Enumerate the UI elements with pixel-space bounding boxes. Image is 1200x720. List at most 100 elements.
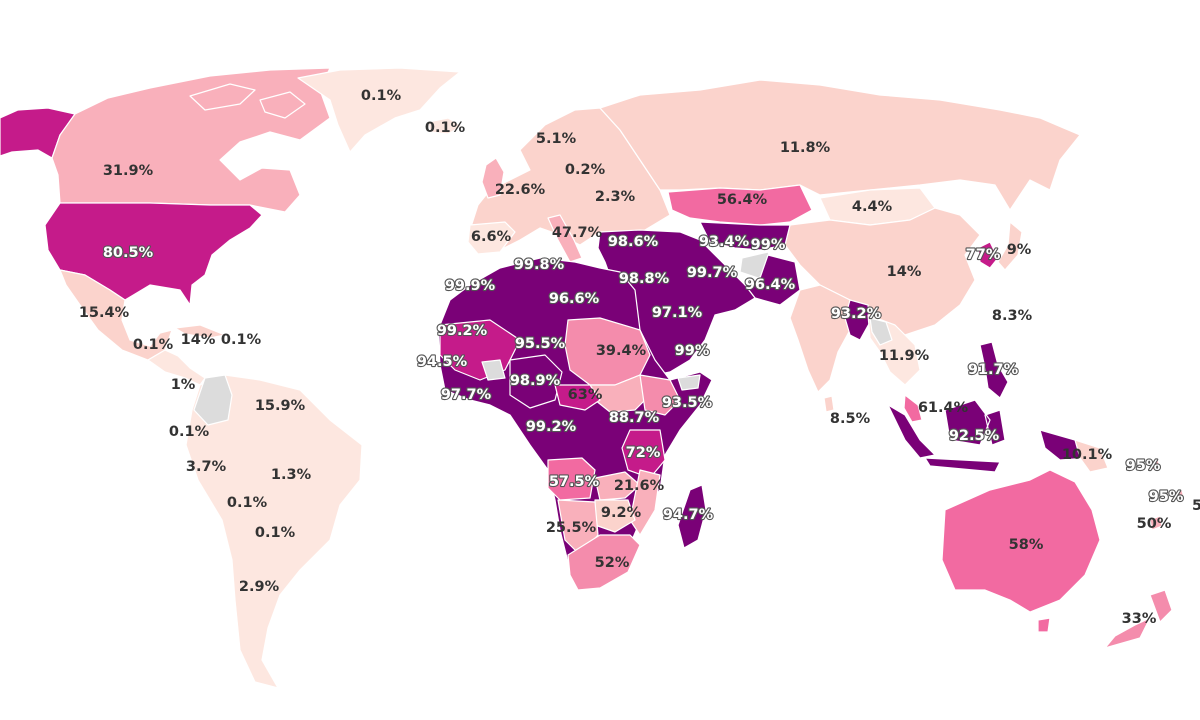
- region-uk[interactable]: [481, 157, 505, 199]
- value-label-afghanistan: 96.4%: [745, 277, 796, 293]
- value-label-mali: 99.2%: [437, 323, 488, 339]
- region-ethiopia[interactable]: [639, 374, 681, 416]
- region-somaliland-nodata[interactable]: [677, 374, 701, 391]
- value-label-japan: 9%: [1007, 242, 1032, 258]
- value-label-panama: 1%: [171, 377, 196, 393]
- value-label-colombia: 0.1%: [169, 424, 210, 440]
- value-label-argentina: 2.9%: [239, 579, 280, 595]
- region-sri-lanka[interactable]: [823, 395, 835, 413]
- value-label-saudi: 97.1%: [652, 305, 703, 321]
- region-new-zealand[interactable]: [1104, 589, 1173, 649]
- region-south-america[interactable]: [185, 374, 363, 689]
- region-korea[interactable]: [977, 241, 999, 269]
- value-label-peru: 3.7%: [186, 459, 227, 475]
- region-madagascar[interactable]: [677, 484, 707, 549]
- region-south-africa[interactable]: [567, 534, 641, 591]
- region-mexico[interactable]: [59, 269, 173, 361]
- value-label-guatemala: 0.1%: [133, 337, 174, 353]
- region-canada-islands[interactable]: [189, 83, 306, 119]
- value-label-angola: 57.5%: [549, 474, 600, 490]
- value-label-usa: 80.5%: [103, 245, 154, 261]
- region-central-asia[interactable]: [699, 221, 791, 251]
- region-greenland[interactable]: [297, 67, 461, 153]
- value-label-malaysia: 61.4%: [918, 400, 969, 416]
- value-label-spain: 6.6%: [471, 229, 512, 245]
- value-label-tajikistan: 99%: [751, 237, 786, 253]
- value-label-sweden: 5.1%: [536, 131, 577, 147]
- region-myanmar[interactable]: [844, 299, 871, 341]
- value-label-guyana: 15.9%: [255, 398, 306, 414]
- region-pakistan[interactable]: [744, 254, 801, 306]
- region-indonesia[interactable]: [887, 399, 1091, 473]
- value-label-italy: 47.7%: [552, 225, 603, 241]
- region-australia[interactable]: [941, 469, 1101, 613]
- value-label-turkmenistan: 93.4%: [699, 234, 750, 250]
- value-label-ghana: 97.7%: [441, 387, 492, 403]
- region-angola[interactable]: [547, 457, 596, 501]
- value-label-korea: 77%: [966, 247, 1001, 263]
- value-label-caribbean: 0.1%: [221, 332, 262, 348]
- region-india[interactable]: [789, 284, 861, 393]
- region-canada[interactable]: [51, 67, 331, 213]
- value-label-greenland: 0.1%: [361, 88, 402, 104]
- value-label-mongolia: 4.4%: [852, 199, 893, 215]
- region-zambia[interactable]: [594, 471, 641, 501]
- region-west-africa-nodata[interactable]: [481, 359, 506, 381]
- value-label-brazil: 1.3%: [271, 467, 312, 483]
- region-russia[interactable]: [599, 79, 1081, 211]
- value-label-myanmar: 93.2%: [831, 306, 882, 322]
- value-label-vanuatu: 95%: [1149, 489, 1184, 505]
- value-label-poland: 0.2%: [565, 162, 606, 178]
- value-label-canada: 31.9%: [103, 163, 154, 179]
- region-png[interactable]: [1074, 439, 1109, 473]
- region-malaysia[interactable]: [903, 394, 923, 423]
- value-label-newcaledonia: 50%: [1137, 516, 1172, 532]
- value-label-png: 10.1%: [1062, 447, 1113, 463]
- value-label-mexico: 15.4%: [79, 305, 130, 321]
- value-label-cuba: 14%: [181, 332, 216, 348]
- value-label-tonga: 5: [1192, 498, 1200, 514]
- value-label-ukraine: 2.3%: [595, 189, 636, 205]
- value-label-paraguay: 0.1%: [255, 525, 296, 541]
- region-china[interactable]: [784, 207, 981, 336]
- region-cuba[interactable]: [174, 324, 226, 339]
- value-label-tanzania: 72%: [626, 445, 661, 461]
- value-label-yemen: 99%: [675, 343, 710, 359]
- region-kazakhstan[interactable]: [667, 184, 813, 226]
- region-japan[interactable]: [997, 221, 1023, 271]
- region-tasmania[interactable]: [1037, 617, 1051, 633]
- value-label-jordan: 98.8%: [619, 271, 670, 287]
- value-label-mauritania: 99.9%: [445, 278, 496, 294]
- value-label-zimbabwe: 9.2%: [601, 505, 642, 521]
- region-iceland[interactable]: [427, 117, 463, 135]
- region-iberia[interactable]: [467, 221, 516, 255]
- value-label-nigeria: 98.9%: [510, 373, 561, 389]
- value-label-srilanka: 8.5%: [830, 411, 871, 427]
- region-italy[interactable]: [547, 214, 583, 263]
- value-label-philippines: 91.7%: [968, 362, 1019, 378]
- region-nigeria[interactable]: [509, 354, 563, 409]
- value-label-sudan: 39.4%: [596, 343, 647, 359]
- value-label-indonesia: 92.5%: [949, 428, 1000, 444]
- value-label-turkey: 98.6%: [608, 234, 659, 250]
- value-label-car: 63%: [568, 387, 603, 403]
- value-label-madagascar: 94.7%: [663, 507, 714, 523]
- region-philippines[interactable]: [979, 341, 1009, 399]
- value-label-congo: 99.2%: [526, 419, 577, 435]
- value-label-southafrica: 52%: [595, 555, 630, 571]
- region-laos-nodata[interactable]: [869, 317, 893, 346]
- region-car[interactable]: [554, 384, 601, 411]
- value-label-india: 11.9%: [879, 348, 930, 364]
- region-colombia-nodata[interactable]: [193, 374, 233, 426]
- value-label-senegal: 94.5%: [417, 354, 468, 370]
- value-label-russia: 11.8%: [780, 140, 831, 156]
- value-label-australia: 58%: [1009, 537, 1044, 553]
- value-label-algeria: 99.8%: [514, 257, 565, 273]
- value-label-iran: 99.7%: [687, 265, 738, 281]
- region-pacific-islands[interactable]: [1149, 459, 1185, 531]
- value-label-taiwan: 8.3%: [992, 308, 1033, 324]
- value-label-libya: 96.6%: [549, 291, 600, 307]
- region-mozambique[interactable]: [629, 469, 661, 536]
- value-label-somalia: 93.5%: [662, 395, 713, 411]
